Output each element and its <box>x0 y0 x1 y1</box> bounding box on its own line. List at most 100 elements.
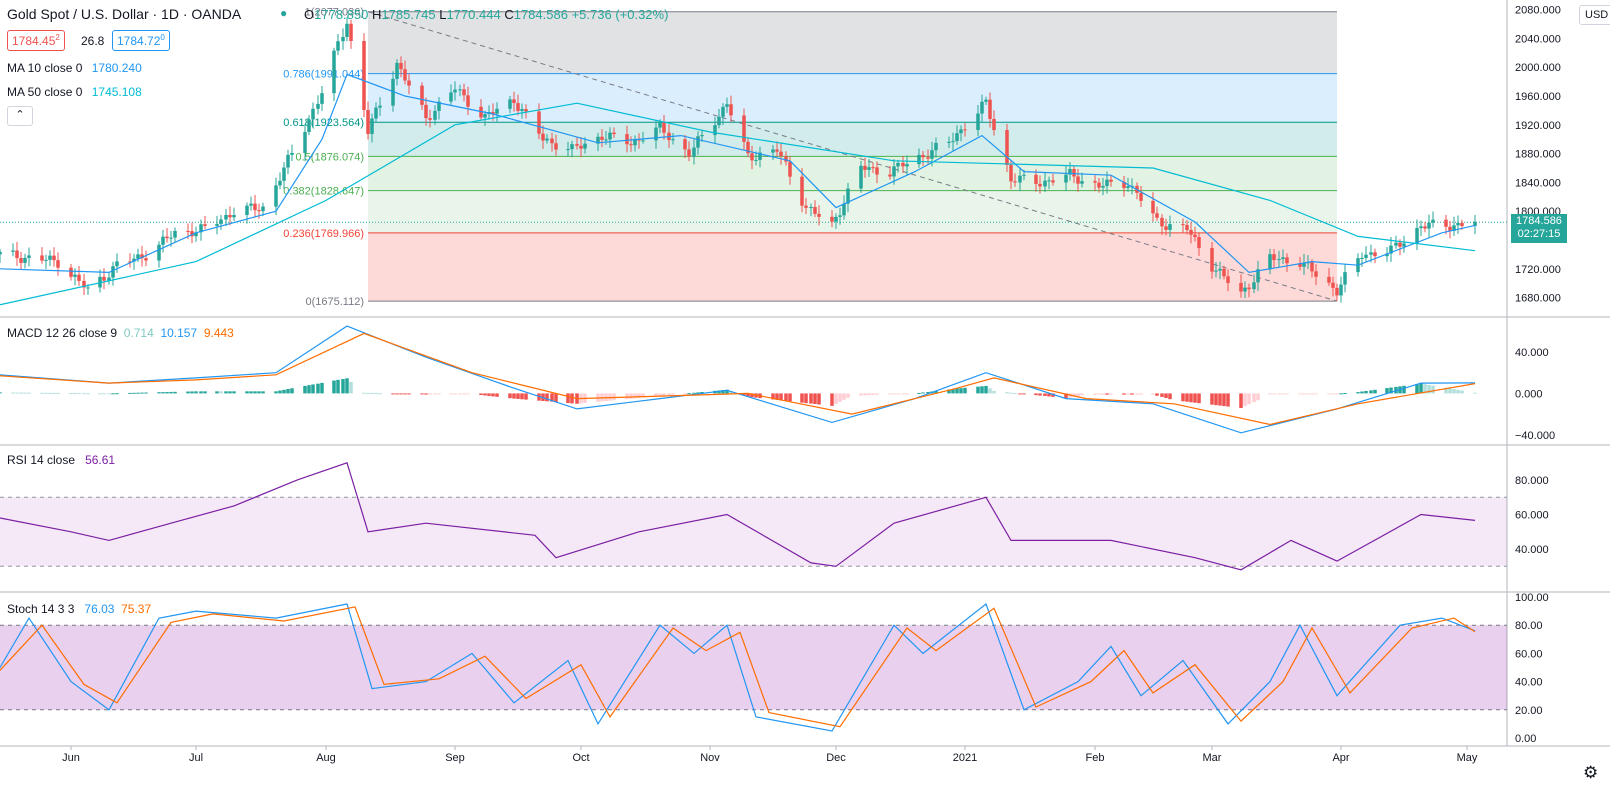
last-price-value: 1784.586 <box>1516 215 1562 228</box>
macd-histogram-bar <box>228 391 232 394</box>
macd-histogram-bar <box>165 392 169 394</box>
buy-button[interactable]: 1784.720 <box>112 30 170 51</box>
candle-body <box>341 36 345 42</box>
stoch-legend[interactable]: Stoch 14 3 3 76.03 75.37 <box>7 602 151 616</box>
candle-body <box>19 258 23 263</box>
candle-body <box>1101 186 1105 188</box>
candle-body <box>1423 226 1427 229</box>
ma50-label: MA 50 close 0 <box>7 85 83 99</box>
candle-body <box>1139 192 1143 201</box>
macd-histogram-bar <box>976 386 980 394</box>
macd-histogram-bar <box>73 393 77 395</box>
macd-histogram-bar <box>926 391 930 394</box>
candle-body <box>428 118 432 120</box>
candle-body <box>274 185 278 207</box>
candle-body <box>875 167 879 175</box>
price-axis-label: 1680.000 <box>1515 293 1561 305</box>
candle-body <box>332 50 336 94</box>
candle-body <box>462 89 466 96</box>
macd-axis-label: 0.000 <box>1515 388 1543 400</box>
candle-body <box>203 224 207 226</box>
candle-body <box>963 129 967 131</box>
macd-histogram-bar <box>654 393 658 397</box>
candle-body <box>779 151 783 157</box>
stoch-axis-label: 80.00 <box>1515 620 1543 632</box>
x-tick-label: Apr <box>1332 752 1349 764</box>
macd-histogram-bar <box>1080 393 1084 396</box>
price-axis-label: 2040.000 <box>1515 33 1561 45</box>
macd-histogram-bar <box>804 393 808 404</box>
candle-body <box>194 232 198 237</box>
macd-histogram-bar <box>1013 393 1017 395</box>
ma10-legend[interactable]: MA 10 close 0 1780.240 <box>7 61 142 75</box>
macd-histogram-bar <box>282 389 286 394</box>
candle-body <box>637 139 641 141</box>
currency-button[interactable]: USD <box>1579 5 1610 25</box>
stoch-axis-label: 40.00 <box>1515 677 1543 689</box>
candle-body <box>1151 200 1155 214</box>
candle-body <box>449 92 453 102</box>
macd-histogram-bar <box>1197 393 1201 404</box>
fib-level-label: 0(1675.112) <box>305 296 364 308</box>
candle-body <box>111 266 115 278</box>
candle-body <box>1126 186 1130 189</box>
x-tick-label: Jun <box>62 752 80 764</box>
candle-body <box>1389 245 1393 254</box>
candle-body <box>658 122 662 128</box>
macd-histogram-bar <box>633 393 637 399</box>
candle-body <box>579 145 583 149</box>
candle-body <box>1160 217 1164 227</box>
candle-body <box>1256 269 1260 283</box>
candle-body <box>934 142 938 151</box>
candle-body <box>892 166 896 177</box>
macd-histogram-bar <box>349 381 353 394</box>
macd-histogram-bar <box>190 391 194 394</box>
candle-body <box>813 207 817 214</box>
macd-histogram-bar <box>992 390 996 394</box>
rsi-legend[interactable]: RSI 14 close 56.61 <box>7 453 115 467</box>
macd-histogram-bar <box>1268 393 1272 395</box>
ohlc-readout: O1778.850 H1785.745 L1770.444 C1784.586 … <box>304 7 668 22</box>
macd-histogram-bar <box>1139 393 1143 395</box>
macd-histogram-bar <box>888 393 892 395</box>
candle-body <box>1022 174 1026 176</box>
macd-histogram-bar <box>366 392 370 394</box>
candle-body <box>1298 263 1302 267</box>
macd-histogram-bar <box>817 393 821 405</box>
candle-body <box>984 99 988 102</box>
candle-body <box>349 23 353 42</box>
macd-histogram-bar <box>345 378 349 394</box>
candle-body <box>399 62 403 70</box>
candle-body <box>1068 168 1072 175</box>
price-axis-label: 1720.000 <box>1515 264 1561 276</box>
macd-histogram-bar <box>286 389 290 394</box>
macd-histogram-bar <box>495 393 499 397</box>
candle-body <box>905 164 909 167</box>
stoch-d-line <box>0 606 1476 728</box>
macd-histogram-bar <box>136 392 140 394</box>
candle-body <box>1460 222 1464 227</box>
candle-body <box>136 254 140 259</box>
sell-button[interactable]: 1784.452 <box>7 30 65 51</box>
macd-histogram-bar <box>1431 385 1435 394</box>
macd-histogram-bar <box>1385 388 1389 394</box>
candle-body <box>1189 230 1193 235</box>
chevron-up-icon[interactable]: ⌃ <box>7 106 33 126</box>
candle-body <box>775 149 779 152</box>
ma50-legend[interactable]: MA 50 close 0 1745.108 <box>7 85 142 99</box>
candle-body <box>717 116 721 126</box>
candle-body <box>834 216 838 222</box>
candle-body <box>44 259 48 261</box>
macd-histogram-bar <box>40 392 44 394</box>
macd-histogram-bar <box>194 391 198 394</box>
candle-body <box>1452 225 1456 231</box>
macd-histogram-bar <box>1256 393 1260 401</box>
candle-body <box>1214 270 1218 272</box>
candle-body <box>286 154 290 168</box>
macd-histogram-bar <box>846 393 850 398</box>
gear-icon[interactable]: ⚙ <box>1583 763 1599 782</box>
candle-body <box>575 144 579 146</box>
candle-body <box>48 255 52 260</box>
macd-legend[interactable]: MACD 12 26 close 9 0.714 10.157 9.443 <box>7 326 234 340</box>
